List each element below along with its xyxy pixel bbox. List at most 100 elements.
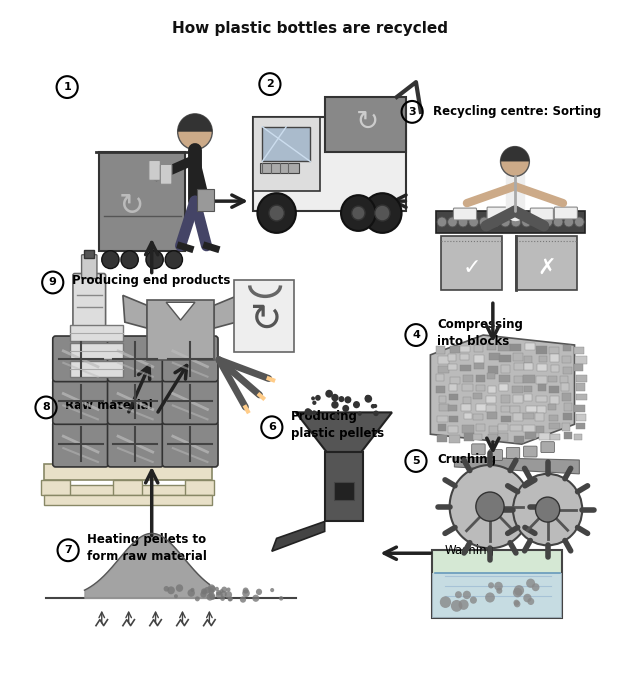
Circle shape xyxy=(500,217,510,227)
FancyBboxPatch shape xyxy=(549,347,559,355)
FancyBboxPatch shape xyxy=(499,384,508,391)
Circle shape xyxy=(365,395,372,403)
FancyBboxPatch shape xyxy=(524,386,532,392)
FancyBboxPatch shape xyxy=(541,441,554,453)
Text: 8: 8 xyxy=(42,403,50,412)
FancyBboxPatch shape xyxy=(498,344,509,351)
Circle shape xyxy=(209,589,214,594)
FancyBboxPatch shape xyxy=(564,433,572,439)
Circle shape xyxy=(188,589,195,597)
FancyBboxPatch shape xyxy=(149,161,161,180)
Text: Compressing
into blocks: Compressing into blocks xyxy=(437,318,523,348)
FancyBboxPatch shape xyxy=(438,404,449,411)
Circle shape xyxy=(504,568,509,574)
FancyBboxPatch shape xyxy=(44,485,212,495)
Circle shape xyxy=(459,599,468,610)
FancyBboxPatch shape xyxy=(536,395,547,402)
FancyBboxPatch shape xyxy=(536,346,547,354)
Circle shape xyxy=(121,251,138,268)
FancyBboxPatch shape xyxy=(574,364,583,372)
Circle shape xyxy=(200,591,207,597)
FancyBboxPatch shape xyxy=(460,365,471,371)
FancyBboxPatch shape xyxy=(253,117,320,191)
FancyBboxPatch shape xyxy=(461,346,470,352)
FancyBboxPatch shape xyxy=(499,355,511,361)
FancyBboxPatch shape xyxy=(526,405,536,412)
Circle shape xyxy=(332,401,339,409)
Circle shape xyxy=(358,412,362,416)
Circle shape xyxy=(500,553,509,562)
FancyBboxPatch shape xyxy=(489,450,502,460)
FancyBboxPatch shape xyxy=(439,397,447,403)
Circle shape xyxy=(469,217,479,227)
FancyBboxPatch shape xyxy=(575,414,586,421)
FancyBboxPatch shape xyxy=(486,373,495,379)
Circle shape xyxy=(472,554,481,563)
Circle shape xyxy=(228,597,233,601)
FancyBboxPatch shape xyxy=(438,356,449,364)
Text: 7: 7 xyxy=(64,545,72,555)
Circle shape xyxy=(518,569,522,574)
FancyBboxPatch shape xyxy=(436,211,585,233)
FancyBboxPatch shape xyxy=(147,300,214,360)
Circle shape xyxy=(451,600,462,612)
Text: Crushing: Crushing xyxy=(437,452,496,466)
Circle shape xyxy=(485,593,495,603)
Circle shape xyxy=(215,586,219,591)
FancyBboxPatch shape xyxy=(562,357,571,363)
FancyBboxPatch shape xyxy=(70,343,123,359)
FancyBboxPatch shape xyxy=(324,97,406,152)
Circle shape xyxy=(496,588,502,594)
Circle shape xyxy=(490,567,498,576)
FancyBboxPatch shape xyxy=(513,414,523,420)
Circle shape xyxy=(220,591,227,597)
FancyBboxPatch shape xyxy=(536,376,547,384)
Circle shape xyxy=(315,395,321,401)
FancyBboxPatch shape xyxy=(449,384,457,391)
FancyBboxPatch shape xyxy=(324,452,363,521)
Circle shape xyxy=(483,576,488,582)
Circle shape xyxy=(536,497,560,522)
Polygon shape xyxy=(430,335,575,444)
FancyBboxPatch shape xyxy=(575,357,586,364)
FancyBboxPatch shape xyxy=(524,363,533,370)
Circle shape xyxy=(532,217,542,227)
Circle shape xyxy=(500,146,529,176)
FancyBboxPatch shape xyxy=(501,365,510,373)
Circle shape xyxy=(312,410,317,415)
FancyBboxPatch shape xyxy=(163,421,218,467)
Circle shape xyxy=(455,591,462,598)
Text: ✗: ✗ xyxy=(538,258,556,277)
FancyBboxPatch shape xyxy=(461,384,472,391)
FancyBboxPatch shape xyxy=(514,363,524,370)
Circle shape xyxy=(227,587,230,592)
Circle shape xyxy=(216,591,223,599)
Circle shape xyxy=(490,217,500,227)
FancyBboxPatch shape xyxy=(524,375,535,383)
FancyBboxPatch shape xyxy=(253,117,406,211)
FancyBboxPatch shape xyxy=(535,413,544,421)
Text: 2: 2 xyxy=(266,79,274,89)
Text: Recycling centre: Sorting: Recycling centre: Sorting xyxy=(433,105,602,119)
FancyBboxPatch shape xyxy=(487,412,497,419)
FancyBboxPatch shape xyxy=(450,377,460,384)
FancyBboxPatch shape xyxy=(474,363,484,370)
Circle shape xyxy=(458,217,468,227)
Circle shape xyxy=(209,586,216,593)
Text: Heating pellets to
form raw material: Heating pellets to form raw material xyxy=(87,534,207,563)
Circle shape xyxy=(477,570,484,578)
Circle shape xyxy=(243,588,248,594)
FancyBboxPatch shape xyxy=(498,433,508,441)
FancyBboxPatch shape xyxy=(260,163,299,174)
Circle shape xyxy=(514,585,524,596)
Circle shape xyxy=(165,251,182,268)
FancyBboxPatch shape xyxy=(486,405,495,412)
Text: ✓: ✓ xyxy=(462,258,481,277)
Circle shape xyxy=(339,396,344,402)
Circle shape xyxy=(311,397,315,401)
Circle shape xyxy=(522,217,531,227)
Circle shape xyxy=(220,589,223,593)
Polygon shape xyxy=(296,412,392,452)
FancyBboxPatch shape xyxy=(513,395,524,403)
FancyBboxPatch shape xyxy=(262,127,310,161)
